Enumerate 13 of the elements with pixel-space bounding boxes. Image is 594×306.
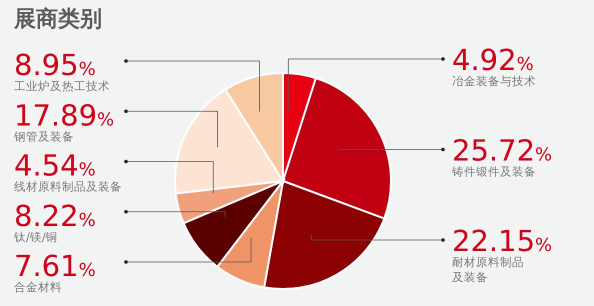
- data-label: 7.61%: [14, 249, 96, 283]
- data-label: 8.95%: [14, 48, 96, 82]
- slice-label: 线材原料制品及装备: [14, 180, 122, 194]
- slice-label: 冶金装备与技术: [452, 74, 536, 88]
- data-label: 4.54%: [14, 148, 96, 182]
- slice-label: 合金材料: [14, 280, 62, 294]
- chart-title: 展商类别: [14, 6, 102, 34]
- slice-label: 工业炉及热工技术: [14, 79, 110, 93]
- slice-label: 耐材原料制品及装备: [452, 255, 524, 284]
- slice-label: 铸件锻件及装备: [451, 164, 536, 178]
- data-label: 4.92%: [452, 43, 534, 77]
- data-label: 22.15%: [452, 224, 552, 258]
- data-label: 25.72%: [452, 134, 552, 168]
